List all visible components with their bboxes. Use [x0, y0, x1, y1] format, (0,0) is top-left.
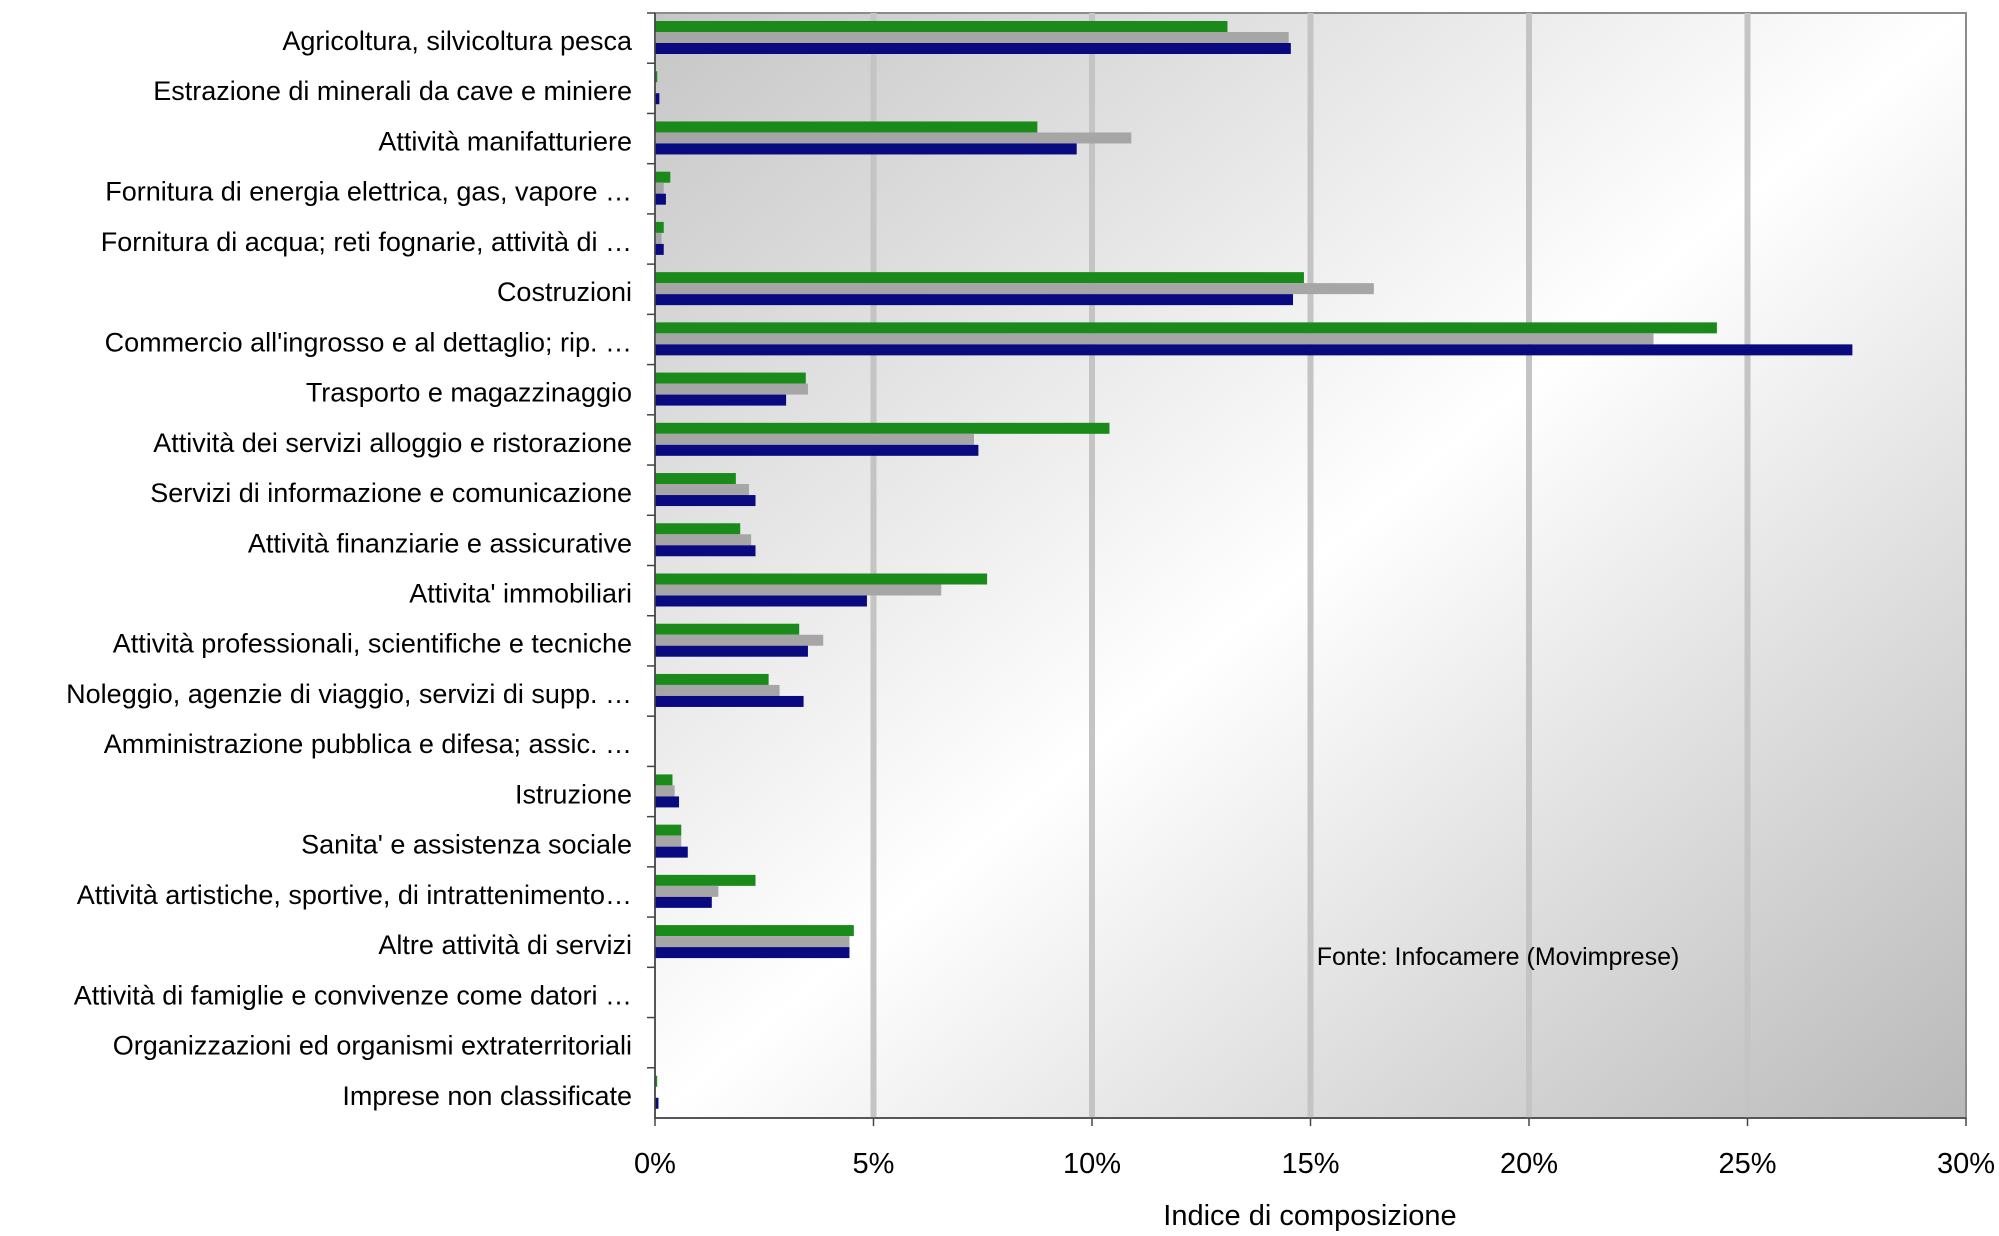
x-tick-label: 25% — [1718, 1148, 1776, 1180]
category-label: Servizi di informazione e comunicazione — [150, 478, 632, 508]
bar — [655, 93, 660, 105]
bar — [655, 394, 787, 406]
x-axis-title: Indice di composizione — [1163, 1200, 1456, 1231]
bar — [655, 372, 806, 384]
bar — [655, 796, 680, 808]
category-label: Organizzazioni ed organismi extraterrito… — [113, 1031, 632, 1061]
category-label: Agricoltura, silvicoltura pesca — [282, 26, 633, 56]
category-label: Sanita' e assistenza sociale — [301, 830, 632, 860]
category-label: Attività manifatturiere — [378, 126, 632, 156]
bar — [655, 272, 1304, 284]
bar — [655, 21, 1228, 32]
bar — [655, 322, 1717, 334]
category-label: Attività dei servizi alloggio e ristoraz… — [153, 428, 632, 458]
bar — [655, 71, 658, 83]
x-tick-label: 5% — [853, 1148, 895, 1180]
bar — [655, 232, 662, 244]
x-tick-label: 15% — [1281, 1148, 1339, 1180]
bar — [655, 545, 756, 557]
bar — [655, 193, 666, 205]
category-label: Amministrazione pubblica e difesa; assic… — [104, 729, 632, 759]
x-tick-labels: 0% 5% 10% 15% 20% 25% 30% — [634, 1148, 1995, 1180]
category-label: Istruzione — [515, 779, 632, 809]
x-tick-label: 30% — [1937, 1148, 1995, 1180]
bar — [655, 584, 942, 596]
bar — [655, 32, 1289, 43]
bar — [655, 1075, 658, 1087]
x-tick-label: 10% — [1063, 1148, 1121, 1180]
category-label: Altre attività di servizi — [378, 930, 632, 960]
bar — [655, 132, 1132, 144]
category-label: Attività professionali, scientifiche e t… — [113, 629, 632, 659]
category-label: Attivita' immobiliari — [409, 579, 632, 609]
bar — [655, 221, 664, 233]
bar — [655, 936, 850, 948]
bar — [655, 523, 741, 535]
bar — [655, 534, 752, 546]
bar — [655, 846, 688, 858]
bar — [655, 785, 675, 797]
bar — [655, 283, 1374, 295]
bar — [655, 595, 867, 607]
bar — [655, 896, 712, 908]
category-labels: Agricoltura, silvicoltura pesca Estrazion… — [66, 26, 633, 1111]
category-label: Estrazione di minerali da cave e miniere — [153, 76, 632, 106]
bar — [655, 634, 824, 646]
bar — [655, 623, 800, 635]
axes — [647, 12, 1967, 1126]
bars — [655, 21, 1853, 1109]
bar — [655, 143, 1077, 155]
bar — [655, 433, 975, 445]
bar — [655, 484, 749, 496]
bar — [655, 495, 756, 507]
x-tick-label: 0% — [634, 1148, 676, 1180]
bar — [655, 645, 808, 657]
bar — [655, 684, 780, 696]
bar — [655, 1097, 659, 1109]
bar — [655, 43, 1291, 54]
bar — [655, 422, 1110, 434]
category-label: Imprese non classificate — [342, 1081, 632, 1111]
bar — [655, 171, 671, 183]
gridlines — [870, 13, 1751, 1118]
bar — [655, 121, 1038, 133]
source-note: Fonte: Infocamere (Movimprese) — [1317, 943, 1680, 971]
bar — [655, 383, 808, 395]
bar — [655, 947, 850, 959]
bar — [655, 182, 664, 194]
bar — [655, 294, 1294, 306]
bar — [655, 444, 979, 456]
bar — [655, 573, 988, 585]
category-label: Attività di famiglie e convivenze come d… — [74, 980, 632, 1010]
category-label: Fornitura di acqua; reti fognarie, attiv… — [101, 227, 632, 257]
bar — [655, 695, 804, 707]
category-label: Noleggio, agenzie di viaggio, servizi di… — [66, 679, 632, 709]
bar — [655, 243, 664, 255]
category-label: Fornitura di energia elettrica, gas, vap… — [105, 177, 632, 207]
category-label: Attività finanziarie e assicurative — [248, 528, 632, 558]
bar — [655, 344, 1853, 356]
bar — [655, 925, 854, 937]
bar — [655, 874, 756, 886]
category-label: Attività artistiche, sportive, di intrat… — [77, 880, 632, 910]
category-label: Costruzioni — [497, 277, 632, 307]
bar — [655, 774, 673, 786]
bar — [655, 835, 682, 847]
bar — [655, 473, 736, 485]
bar — [655, 824, 682, 836]
bar — [655, 885, 719, 897]
category-label: Trasporto e magazzinaggio — [306, 378, 632, 408]
category-label: Commercio all'ingrosso e al dettaglio; r… — [105, 327, 632, 357]
x-tick-label: 20% — [1500, 1148, 1558, 1180]
bar — [655, 673, 769, 685]
bar — [655, 333, 1654, 345]
